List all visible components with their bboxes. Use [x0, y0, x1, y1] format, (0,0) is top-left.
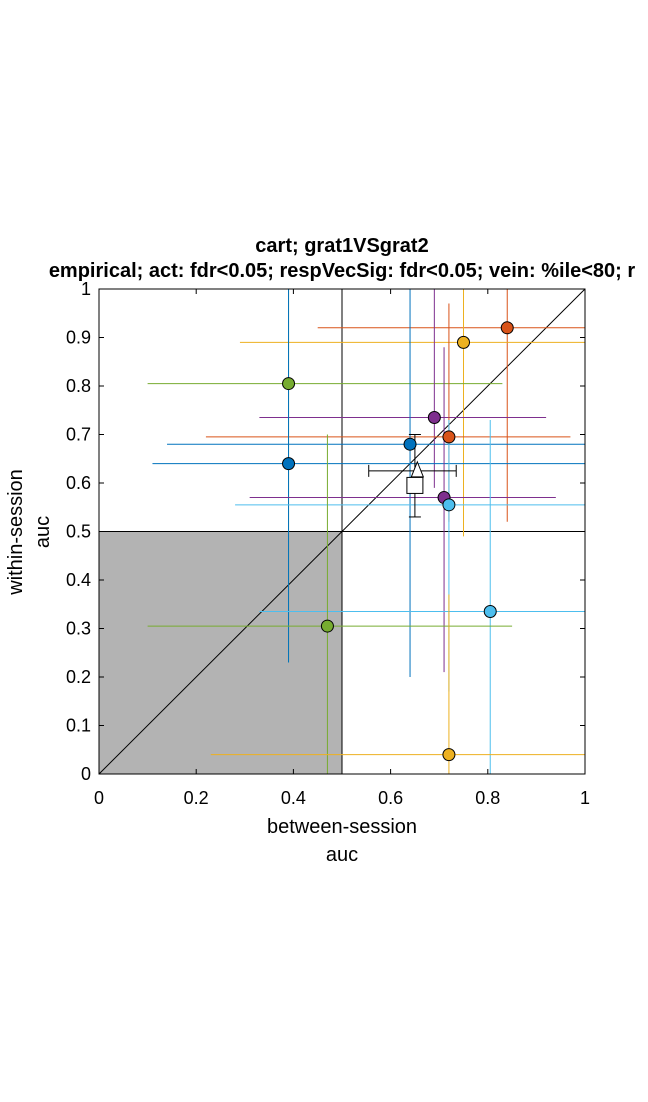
unity-diagonal — [98, 288, 586, 775]
x-tick-label: 1 — [580, 788, 590, 808]
data-point-9 — [442, 498, 456, 512]
y-tick-label: 0.7 — [66, 425, 91, 445]
summary-median-triangle — [410, 460, 425, 478]
y-tick-label: 0.4 — [66, 570, 91, 590]
y-tick-label: 1 — [81, 279, 91, 299]
y-axis-label-line1: within-session — [5, 469, 27, 596]
error-bars — [147, 289, 585, 774]
y-tick-label: 0.2 — [66, 667, 91, 687]
data-point-12 — [442, 748, 456, 762]
x-tick-label: 0 — [94, 788, 104, 808]
y-tick-label: 0.3 — [66, 619, 91, 639]
x-tick-label: 0.6 — [378, 788, 403, 808]
plot-area — [98, 288, 586, 775]
data-point-2 — [457, 335, 470, 349]
chart-subtitle: empirical; act: fdr<0.05; respVecSig: fd… — [49, 260, 636, 282]
x-tick-label: 0.8 — [475, 788, 500, 808]
y-tick-label: 0.9 — [66, 328, 91, 348]
chart-title: cart; grat1VSgrat2 — [255, 235, 428, 257]
y-axis-ticks: 0 0.1 0.2 0.3 0.4 0.5 0.6 0.7 0.8 0.9 1 — [66, 279, 585, 784]
data-point-1 — [500, 321, 514, 335]
x-tick-label: 0.2 — [184, 788, 209, 808]
y-axis-label-line2: auc — [32, 516, 54, 548]
data-point-4 — [427, 411, 441, 425]
data-point-6 — [403, 437, 417, 451]
data-point-7 — [282, 457, 296, 471]
data-point-10 — [483, 605, 497, 619]
y-tick-label: 0.6 — [66, 473, 91, 493]
x-axis-label-line2: auc — [326, 844, 358, 866]
x-tick-label: 0.4 — [281, 788, 306, 808]
summary-mean-square — [406, 476, 424, 494]
x-axis-label-line1: between-session — [267, 816, 417, 838]
data-point-3 — [282, 377, 296, 391]
y-tick-label: 0 — [81, 764, 91, 784]
data-point-11 — [320, 619, 334, 633]
x-axis-ticks: 0 0.2 0.4 0.6 0.8 1 — [94, 289, 590, 808]
y-tick-label: 0.8 — [66, 376, 91, 396]
y-tick-label: 0.1 — [66, 716, 91, 736]
y-tick-label: 0.5 — [66, 522, 91, 542]
data-point-5 — [442, 430, 456, 444]
